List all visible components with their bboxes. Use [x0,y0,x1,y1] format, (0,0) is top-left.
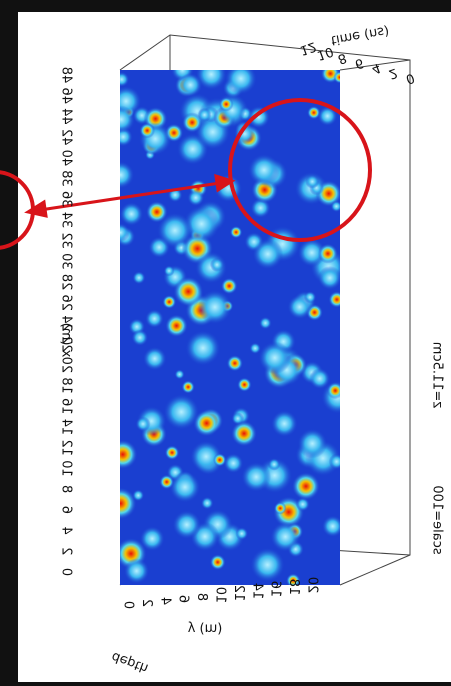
y-tick-label: 14 [249,583,264,600]
frame [0,0,451,12]
hot-spot [231,421,257,447]
x-tick-label: 44 [59,108,74,125]
x-tick-label: 10 [59,460,74,477]
warm-spot [250,548,284,582]
y-tick-label: 4 [157,597,172,605]
warm-spot [120,202,144,226]
warm-spot [140,526,165,551]
hot-spot [165,314,188,337]
warm-spot [271,410,298,437]
warm-spot [248,154,280,186]
slice-label: z=11.5cm [430,342,445,408]
x-tick-label: 46 [59,87,74,104]
warm-spot [270,522,300,552]
figure: 0246810121416182022242628303234363840424… [0,0,451,682]
warm-spot [268,458,280,470]
warm-spot [259,317,272,330]
y-tick-label: 12 [231,585,246,602]
scale-label: scale=100 [430,485,445,554]
hot-spot [274,502,287,515]
x-tick-label: 34 [59,212,74,229]
hot-spot [237,377,251,391]
y-tick-label: 2 [139,599,154,607]
warm-spot [235,527,248,540]
hot-spot [292,472,320,500]
warm-spot [164,394,200,430]
warm-spot [145,309,164,328]
y-tick-label: 6 [176,595,191,603]
hot-spot [139,123,155,139]
warm-spot [164,265,175,276]
warm-spot [136,416,151,431]
hot-spot [210,554,226,570]
warm-spot [318,266,342,290]
warm-spot [223,453,243,473]
x-tick-label: 26 [59,295,74,312]
hot-spot [165,445,180,460]
hot-spot [230,226,242,238]
x-tick-label: 36 [59,191,74,208]
hot-spot [318,244,338,264]
hot-spot [227,355,243,371]
hot-spot [159,475,174,490]
y-tick-label: 0 [121,601,136,609]
x-tick-label: 40 [59,150,74,167]
x-tick-label: 32 [59,232,74,249]
x-tick-label: 30 [59,253,74,270]
x-tick-label: 12 [59,439,74,456]
warm-spot [169,472,200,503]
hot-spot [162,295,176,309]
warm-spot [175,369,185,379]
warm-spot [252,239,283,270]
x-tick-label: 4 [59,526,74,534]
x-tick-label: 28 [59,274,74,291]
x-tick-label: 2 [59,547,74,555]
hot-spot [182,380,195,393]
x-tick-label: 48 [59,67,74,84]
x-tick-label: 0 [59,568,74,576]
x-tick-label: 18 [59,377,74,394]
hot-spot [146,201,168,223]
y-tick-label: 8 [194,593,209,601]
x-tick-label: 38 [59,170,74,187]
warm-spot [309,368,330,389]
warm-spot [124,558,150,584]
hot-spot [219,97,233,111]
y-tick-label: 20 [305,577,320,594]
warm-spot [249,343,260,354]
warm-spot [132,489,144,501]
y-tick-label: 10 [213,587,228,604]
warm-spot [305,175,319,189]
x-tick-label: 16 [59,398,74,415]
hot-spot [173,277,203,307]
warm-spot [185,330,220,365]
y-tick-label: 16 [268,581,283,598]
y-axis-label: y (m) [188,621,223,636]
x-tick-label: 8 [59,485,74,493]
y-tick-label: 18 [286,579,301,596]
hot-spot [221,278,237,294]
warm-spot [297,429,327,459]
warm-spot [132,329,149,346]
warm-spot [198,290,232,324]
warm-spot [241,462,271,492]
warm-spot [172,510,201,539]
x-tick-label: 42 [59,129,74,146]
warm-spot [231,412,244,425]
warm-spot [201,497,214,510]
warm-spot [143,347,167,371]
warm-spot [187,189,204,206]
hot-spot [182,112,202,132]
warm-spot [178,73,202,97]
warm-spot [258,341,291,374]
warm-spot [210,258,224,272]
warm-spot [287,295,311,319]
x-tick-label: 6 [59,506,74,514]
x-axis-label: x (m) [59,323,74,358]
x-tick-label: 14 [59,419,74,436]
warm-spot [132,271,145,284]
x-tick-label: 20 [59,357,74,374]
